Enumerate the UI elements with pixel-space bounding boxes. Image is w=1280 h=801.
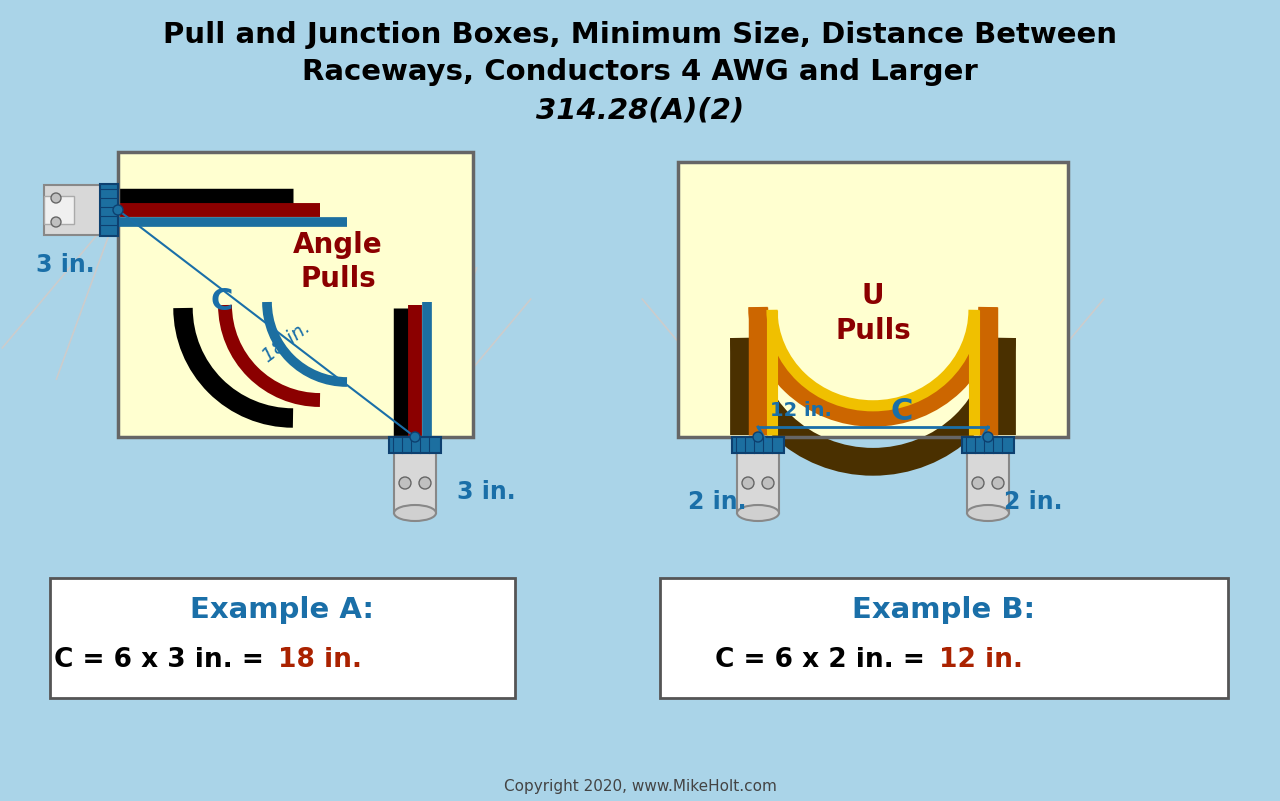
Bar — [118, 152, 474, 437]
Ellipse shape — [737, 505, 780, 521]
Bar — [44, 196, 74, 224]
Ellipse shape — [394, 505, 436, 521]
Bar — [394, 453, 436, 513]
Text: 2 in.: 2 in. — [1005, 490, 1062, 514]
Text: 18 in.: 18 in. — [278, 647, 361, 673]
Text: Pull and Junction Boxes, Minimum Size, Distance Between: Pull and Junction Boxes, Minimum Size, D… — [163, 21, 1117, 49]
Circle shape — [753, 432, 763, 442]
Text: Example B:: Example B: — [852, 596, 1036, 624]
Circle shape — [410, 432, 420, 442]
Bar — [732, 437, 783, 453]
Text: Copyright 2020, www.MikeHolt.com: Copyright 2020, www.MikeHolt.com — [503, 779, 777, 794]
Circle shape — [762, 477, 774, 489]
Bar — [963, 437, 1014, 453]
Text: Example A:: Example A: — [191, 596, 375, 624]
Text: 12 in.: 12 in. — [771, 401, 832, 421]
Bar — [737, 453, 780, 513]
Bar — [100, 184, 118, 236]
Text: C = 6 x 2 in. =: C = 6 x 2 in. = — [716, 647, 934, 673]
Bar — [660, 578, 1228, 698]
Circle shape — [972, 477, 984, 489]
Bar — [678, 162, 1068, 437]
Bar — [50, 578, 515, 698]
Circle shape — [51, 193, 61, 203]
Text: 12 in.: 12 in. — [940, 647, 1023, 673]
Circle shape — [992, 477, 1004, 489]
Text: 18 in.: 18 in. — [259, 317, 314, 366]
Bar — [966, 453, 1009, 513]
Text: 3 in.: 3 in. — [457, 480, 516, 504]
Ellipse shape — [966, 505, 1009, 521]
Bar — [389, 437, 442, 453]
Circle shape — [419, 477, 431, 489]
Circle shape — [399, 477, 411, 489]
Text: 314.28(A)(2): 314.28(A)(2) — [536, 96, 744, 124]
Bar — [678, 162, 1068, 437]
Text: Raceways, Conductors 4 AWG and Larger: Raceways, Conductors 4 AWG and Larger — [302, 58, 978, 86]
Text: C: C — [891, 396, 914, 425]
Circle shape — [113, 205, 123, 215]
Circle shape — [983, 432, 993, 442]
Bar — [118, 152, 474, 437]
Circle shape — [51, 217, 61, 227]
Text: 3 in.: 3 in. — [36, 253, 95, 277]
Bar — [44, 185, 104, 235]
Circle shape — [742, 477, 754, 489]
Text: U
Pulls: U Pulls — [835, 282, 911, 344]
Text: C = 6 x 3 in. =: C = 6 x 3 in. = — [54, 647, 273, 673]
Text: 2 in.: 2 in. — [689, 490, 746, 514]
Text: C: C — [210, 287, 233, 316]
Text: Angle
Pulls: Angle Pulls — [293, 231, 383, 293]
